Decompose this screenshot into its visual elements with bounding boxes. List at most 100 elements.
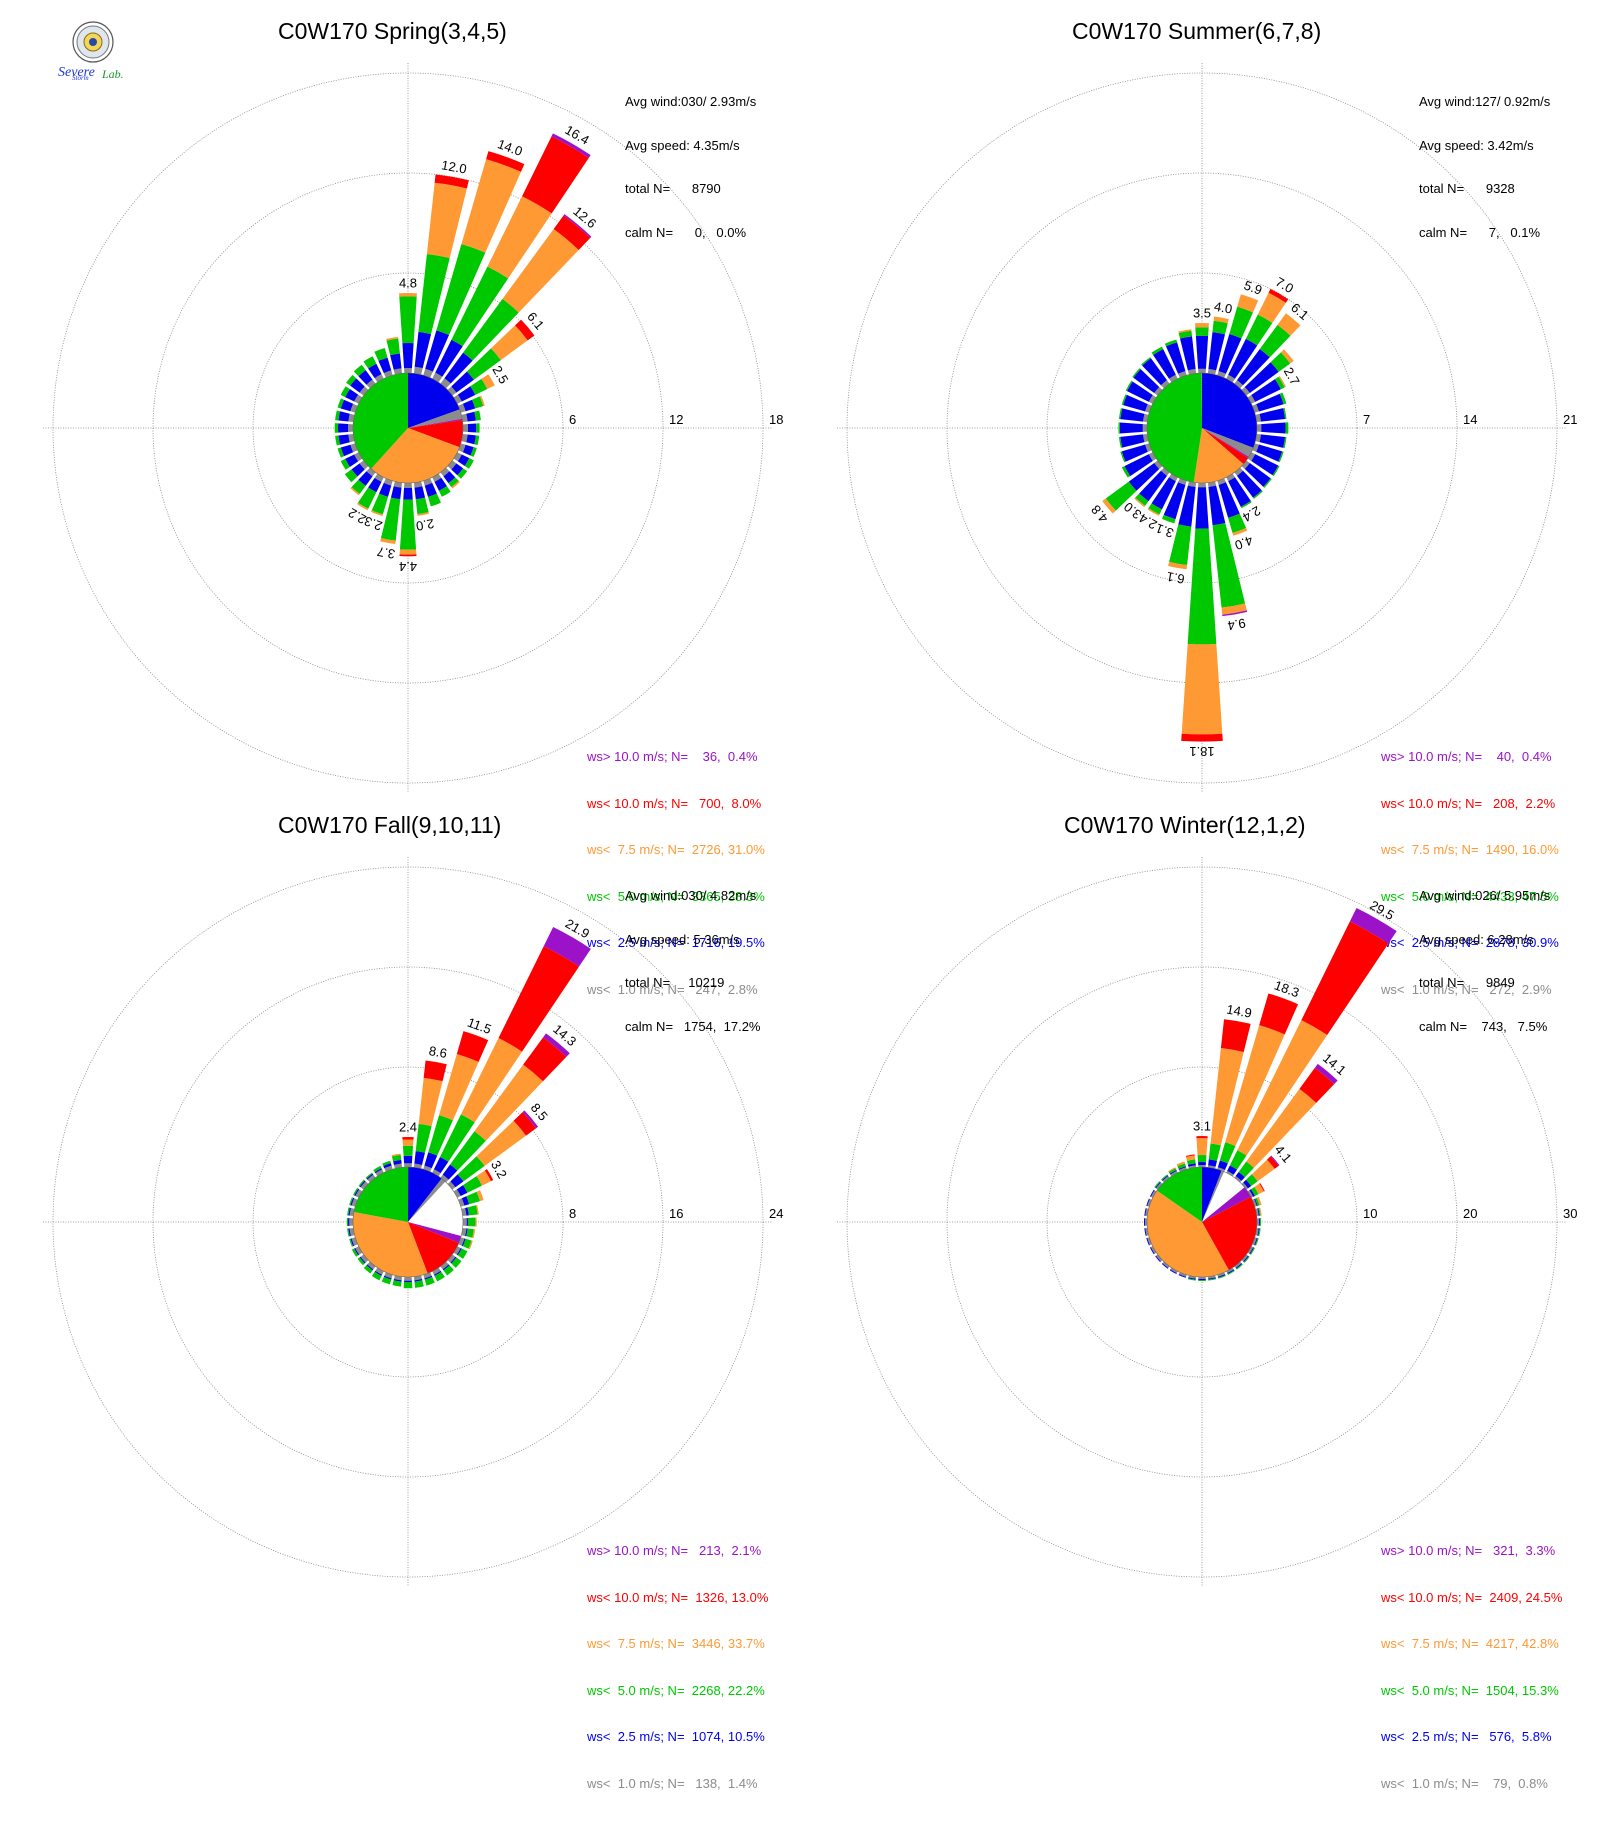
wind-bar-segment	[1181, 733, 1223, 742]
wind-bar-segment	[1168, 561, 1188, 570]
wind-bar-segment	[351, 463, 365, 477]
wind-bar-segment	[1249, 1247, 1255, 1255]
wind-bar-segment	[404, 368, 412, 374]
wind-bar-segment	[404, 1163, 412, 1168]
legend-entry-lt7-5: ws< 7.5 m/s; N= 1490, 16.0%	[1381, 842, 1559, 857]
wind-bar-segment	[484, 1169, 494, 1182]
wind-bar-segment	[464, 458, 474, 469]
wind-bar-segment	[349, 1197, 354, 1206]
wind-bar-segment	[1217, 1272, 1226, 1277]
wind-bar-segment	[1207, 1275, 1216, 1279]
wind-bar-segment	[358, 1179, 365, 1187]
wind-bar-segment	[447, 460, 457, 470]
wind-bar-segment	[383, 1275, 392, 1280]
spring-windrose-panel: 6 12 18 4.8 12.0 14.0 16.4 12.6 6.1 2.5 2.0 4.4 3.7 2…	[0, 0, 810, 997]
wind-bar-segment	[432, 473, 442, 482]
wind-bar-segment	[467, 1217, 476, 1227]
wind-bar-segment	[1255, 1197, 1260, 1206]
wind-bar-segment	[1169, 1169, 1177, 1175]
wind-bar-segment	[338, 411, 350, 422]
wind-bar-segment	[1156, 1254, 1163, 1262]
legend-entry-lt7-5: ws< 7.5 m/s; N= 4217, 42.8%	[1381, 1636, 1559, 1651]
wind-bar-segment	[340, 386, 350, 398]
ring-label: 30	[1563, 1206, 1577, 1221]
wind-bar-segment	[1219, 1142, 1236, 1164]
wind-bar-segment	[1247, 1246, 1254, 1254]
wind-bar-segment	[418, 1077, 443, 1127]
wind-bar-segment	[368, 477, 382, 493]
wind-bar-segment	[447, 1254, 456, 1263]
avg-speed-text: Avg speed: 3.42m/s	[1419, 137, 1534, 153]
wind-bar-segment	[1237, 294, 1259, 313]
wind-bar-segment	[1249, 1189, 1255, 1197]
wind-bar-segment	[1120, 408, 1145, 422]
pie-slice	[408, 418, 463, 428]
wind-bar-segment	[1259, 434, 1286, 448]
wind-bar-segment	[1258, 1218, 1260, 1226]
bar-value-label: 6.1	[1165, 569, 1185, 587]
wind-bar-segment	[463, 298, 519, 361]
wind-bar-segment	[1285, 422, 1289, 434]
wind-bar-segment	[551, 133, 591, 158]
wind-bar-segment	[474, 435, 480, 446]
pie-slice	[408, 1178, 446, 1222]
pie-slice	[408, 1181, 463, 1237]
wind-bar-segment	[357, 487, 377, 509]
severe-storm-lab-logo: Severe Storm Lab.	[58, 21, 124, 82]
wind-bar-segment	[1178, 478, 1187, 485]
wind-bar-segment	[1145, 404, 1152, 413]
wind-bar-segment	[1148, 395, 1157, 404]
range-ring	[52, 866, 764, 1578]
wind-bar-segment	[1220, 1019, 1251, 1053]
wind-bar-segment	[543, 1033, 570, 1057]
wind-bar-segment	[393, 1159, 402, 1165]
speed-legend: ws> 10.0 m/s; N= 36, 0.4% ws< 10.0 m/s; …	[587, 718, 765, 1028]
wind-bar-segment	[1119, 422, 1143, 434]
wind-bar-segment	[461, 1196, 470, 1206]
bar-value-label: 8.6	[428, 1043, 448, 1061]
wind-bar-segment	[1268, 288, 1289, 303]
wind-bar-segment	[461, 413, 468, 423]
wind-bar-segment	[1198, 1276, 1206, 1279]
wind-bar-segment	[1217, 1274, 1226, 1278]
pie-slice	[1202, 428, 1249, 465]
wind-bar-segment	[1254, 1198, 1258, 1207]
wind-bar-segment	[1142, 424, 1148, 432]
wind-bar-segment	[1208, 332, 1226, 371]
legend-entry-lt5: ws< 5.0 m/s; N= 3365, 38.3%	[587, 888, 765, 904]
wind-bar-segment	[1257, 1208, 1260, 1216]
ring-label: 21	[1563, 412, 1577, 427]
wind-bar-segment	[424, 482, 437, 497]
wind-bar-segment	[1132, 368, 1141, 378]
total-n-text: total N= 8790	[625, 181, 721, 196]
wind-bar-segment	[1252, 404, 1259, 413]
wind-bar-segment	[354, 1247, 360, 1256]
wind-bar-segment	[1168, 1168, 1177, 1174]
spring-windrose-chart: 6 12 184.812.014.0 16.412.66.12.52.04.43.72…	[43, 63, 783, 793]
wind-bar-segment	[345, 389, 359, 402]
wind-bar-segment	[467, 423, 477, 433]
bar-value-label: 14.9	[1225, 1002, 1253, 1021]
wind-bar-segment	[1258, 1228, 1261, 1237]
wind-bar-segment	[1161, 1263, 1169, 1269]
wind-bar-segment	[1133, 369, 1160, 393]
wind-bar-segment	[481, 374, 495, 390]
wind-bar-segment	[1272, 465, 1280, 477]
wind-bar-segment	[456, 1185, 468, 1197]
wind-bar-segment	[335, 410, 341, 421]
wind-bar-segment	[1150, 1246, 1157, 1254]
wind-bar-segment	[439, 1053, 479, 1121]
wind-bar-segment	[1207, 369, 1217, 375]
wind-bar-segment	[1187, 1163, 1196, 1167]
wind-bar-segment	[442, 1264, 450, 1271]
panel-title: C0W170 Summer(6,7,8)	[1072, 18, 1322, 44]
range-ring	[946, 966, 1458, 1478]
wind-bar-segment	[1208, 485, 1226, 526]
wind-bar-segment	[1134, 497, 1146, 507]
wind-bar-segment	[1235, 1171, 1245, 1181]
panel-title: C0W170 Winter(12,1,2)	[1064, 812, 1306, 838]
wind-bar-segment	[472, 396, 484, 409]
wind-bar-segment	[340, 458, 350, 470]
pie-slice	[1202, 428, 1254, 457]
wind-bar-segment	[1151, 477, 1176, 510]
